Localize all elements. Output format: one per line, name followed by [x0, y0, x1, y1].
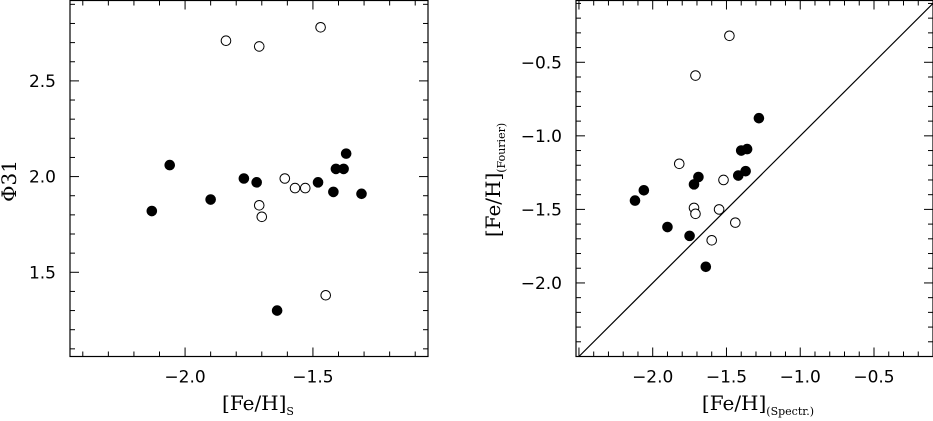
left-x-tick-labels: −2.0 −1.5: [164, 368, 333, 388]
x-tick-label: −1.5: [706, 368, 747, 388]
left-axis-ticks: [70, 0, 428, 357]
filled-data-point: [146, 205, 158, 217]
filled-data-point: [328, 186, 339, 198]
open-data-point: [253, 199, 265, 211]
filled-data-point: [271, 305, 283, 316]
open-data-point: [713, 204, 725, 215]
filled-data-point: [340, 148, 352, 159]
x-tick-label: −2.0: [632, 368, 673, 388]
identity-reference-line: [578, 3, 933, 357]
right-x-axis-label: [Fe/H](Spectr.): [702, 391, 814, 418]
filled-data-point: [740, 165, 751, 177]
right-x-tick-labels: −2.0 −1.5 −1.0 −0.5: [632, 368, 895, 388]
filled-data-point: [356, 188, 367, 200]
open-data-point: [315, 21, 326, 33]
open-data-point: [256, 211, 268, 223]
y-tick-label: −1.5: [521, 200, 562, 220]
filled-data-point: [629, 195, 641, 206]
x-tick-label: −1.5: [292, 368, 333, 388]
open-data-point: [299, 182, 311, 194]
open-data-point: [320, 289, 332, 301]
open-data-point: [253, 41, 265, 52]
left-data-points: [146, 21, 367, 316]
left-y-axis-label: Φ31: [0, 160, 21, 202]
right-data-points: [629, 30, 765, 273]
open-data-point: [289, 182, 301, 194]
right-y-tick-labels: −2.0 −1.5 −1.0 −0.5: [521, 53, 562, 294]
left-scatter-panel: −2.0 −1.5 1.5 2.0 2.5 [Fe/H]S Φ31: [0, 0, 429, 418]
open-data-point: [706, 234, 718, 246]
x-tick-label: −1.0: [780, 368, 821, 388]
x-tick-label: −2.0: [164, 368, 205, 388]
y-tick-label: −1.0: [521, 127, 562, 147]
right-plot-frame: [575, 0, 933, 358]
filled-data-point: [693, 171, 704, 183]
filled-data-point: [700, 261, 712, 273]
filled-data-point: [164, 159, 176, 171]
filled-data-point: [753, 112, 765, 124]
filled-data-point: [312, 177, 324, 188]
y-tick-label: 2.0: [29, 168, 56, 188]
open-data-point: [673, 158, 685, 170]
open-data-point: [220, 35, 232, 46]
y-tick-label: 1.5: [29, 263, 56, 283]
filled-data-point: [251, 177, 262, 188]
filled-data-point: [662, 221, 673, 233]
y-tick-label: 2.5: [29, 72, 56, 92]
right-axis-ticks: [576, 0, 933, 357]
filled-data-point: [638, 184, 650, 196]
right-y-axis-label: [Fe/H](Fourier): [481, 123, 508, 237]
filled-data-point: [238, 173, 250, 184]
y-tick-label: −0.5: [521, 53, 562, 73]
filled-data-point: [338, 163, 349, 175]
filled-data-point: [684, 230, 695, 242]
open-data-point: [718, 174, 729, 186]
left-x-axis-label: [Fe/H]S: [222, 391, 294, 418]
open-data-point: [279, 173, 291, 184]
y-tick-label: −2.0: [521, 274, 562, 294]
open-data-point: [730, 217, 741, 228]
right-scatter-panel: −2.0 −1.5 −1.0 −0.5 −2.0 −1.5 −1.0 −0.5 [Fe/H]…: [481, 0, 933, 418]
x-tick-label: −0.5: [853, 368, 894, 388]
open-data-point: [690, 70, 701, 81]
open-data-point: [690, 208, 701, 220]
filled-data-point: [205, 194, 216, 205]
left-plot-frame: [69, 0, 429, 358]
open-data-point: [724, 30, 735, 42]
left-y-tick-labels: 1.5 2.0 2.5: [29, 72, 56, 283]
filled-data-point: [741, 143, 753, 155]
